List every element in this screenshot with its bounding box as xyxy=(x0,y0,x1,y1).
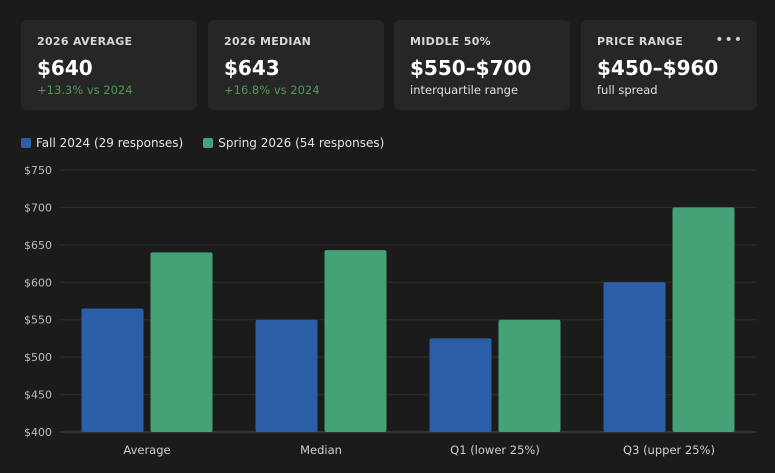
bar-fall-2024 xyxy=(255,319,318,432)
bar-spring-2026 xyxy=(150,252,213,432)
y-tick-label: $500 xyxy=(24,351,52,364)
stat-card-median: 2026 MEDIAN $643 +16.8% vs 2024 xyxy=(208,20,384,110)
x-category-label: Q1 (lower 25%) xyxy=(450,443,540,457)
bar-fall-2024 xyxy=(429,338,492,432)
card-change: +13.3% vs 2024 xyxy=(37,83,133,97)
bar-spring-2026 xyxy=(324,250,387,432)
card-caption: interquartile range xyxy=(410,83,519,97)
card-value: $450–$960 xyxy=(597,56,719,80)
legend-label: Spring 2026 (54 responses) xyxy=(218,136,385,150)
chart-legend: Fall 2024 (29 responses) Spring 2026 (54… xyxy=(21,135,404,151)
y-tick-label: $700 xyxy=(24,201,52,214)
bar-fall-2024 xyxy=(81,308,144,432)
more-horizontal-icon[interactable]: ••• xyxy=(715,32,743,48)
stat-card-average: 2026 AVERAGE $640 +13.3% vs 2024 xyxy=(21,20,197,110)
card-label: MIDDLE 50% xyxy=(410,35,491,48)
legend-label: Fall 2024 (29 responses) xyxy=(36,136,184,150)
bar-fall-2024 xyxy=(603,282,666,432)
x-category-label: Median xyxy=(300,443,342,457)
bar-chart: $400 $450 $500 $550 $600 $650 $700 $750 Average M… xyxy=(24,164,756,457)
y-tick-label: $650 xyxy=(24,239,52,252)
card-caption: full spread xyxy=(597,83,658,97)
card-label: PRICE RANGE xyxy=(597,35,684,48)
y-tick-label: $400 xyxy=(24,426,52,439)
legend-item-spring-2026[interactable]: Spring 2026 (54 responses) xyxy=(203,136,384,150)
card-label: 2026 AVERAGE xyxy=(37,35,133,48)
legend-swatch-fall xyxy=(21,138,31,148)
card-value: $643 xyxy=(224,56,280,80)
card-label: 2026 MEDIAN xyxy=(224,35,312,48)
stat-card-middle-50: MIDDLE 50% $550–$700 interquartile range xyxy=(394,20,570,110)
y-tick-label: $750 xyxy=(24,164,52,177)
y-tick-label: $450 xyxy=(24,389,52,402)
x-category-label: Q3 (upper 25%) xyxy=(623,443,715,457)
bar-spring-2026 xyxy=(672,207,735,432)
stat-card-price-range: PRICE RANGE $450–$960 full spread ••• xyxy=(581,20,757,110)
card-value: $550–$700 xyxy=(410,56,532,80)
stat-cards: 2026 AVERAGE $640 +13.3% vs 2024 2026 ME… xyxy=(21,20,757,110)
legend-swatch-spring xyxy=(203,138,214,148)
y-tick-label: $600 xyxy=(24,276,52,289)
card-value: $640 xyxy=(37,56,93,80)
x-category-label: Average xyxy=(123,443,170,457)
bar-spring-2026 xyxy=(498,319,561,432)
y-tick-label: $550 xyxy=(24,314,52,327)
card-change: +16.8% vs 2024 xyxy=(224,83,320,97)
legend-item-fall-2024[interactable]: Fall 2024 (29 responses) xyxy=(21,136,183,150)
